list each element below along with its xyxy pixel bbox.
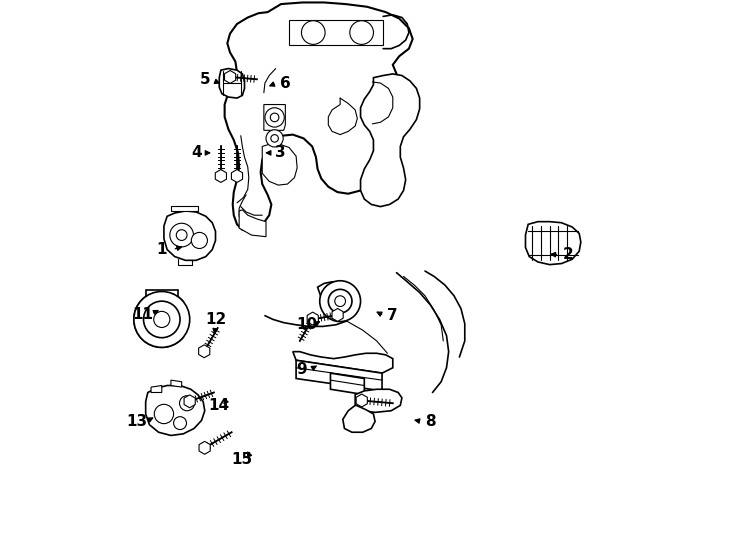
Polygon shape [526, 221, 581, 265]
Polygon shape [318, 282, 359, 318]
Text: 9: 9 [296, 362, 307, 377]
Circle shape [192, 232, 208, 248]
Circle shape [265, 108, 284, 127]
Text: 7: 7 [388, 308, 398, 323]
Polygon shape [184, 395, 195, 408]
Polygon shape [225, 71, 236, 83]
Text: 4: 4 [191, 145, 201, 160]
Polygon shape [151, 386, 161, 393]
Polygon shape [171, 380, 181, 387]
Polygon shape [343, 406, 375, 432]
Polygon shape [164, 211, 216, 260]
Circle shape [271, 134, 278, 142]
Circle shape [154, 404, 174, 424]
Circle shape [170, 223, 194, 247]
Polygon shape [264, 105, 286, 130]
Circle shape [153, 312, 170, 327]
Polygon shape [332, 308, 344, 321]
Polygon shape [356, 394, 367, 407]
Text: 13: 13 [126, 414, 148, 429]
Circle shape [320, 281, 360, 322]
Polygon shape [296, 360, 382, 391]
Circle shape [335, 296, 346, 307]
Text: 10: 10 [297, 318, 317, 332]
Circle shape [350, 21, 374, 44]
Circle shape [180, 396, 195, 411]
Polygon shape [171, 206, 197, 211]
Polygon shape [219, 69, 244, 98]
Text: 12: 12 [205, 312, 226, 327]
Polygon shape [231, 170, 242, 183]
Circle shape [174, 417, 186, 429]
Polygon shape [289, 20, 383, 45]
Polygon shape [199, 441, 210, 454]
Text: 14: 14 [208, 398, 230, 413]
Polygon shape [225, 3, 413, 231]
Text: 2: 2 [563, 247, 574, 262]
Wedge shape [134, 292, 184, 347]
Circle shape [134, 292, 189, 347]
Polygon shape [293, 352, 393, 373]
Polygon shape [151, 293, 156, 296]
Text: 15: 15 [232, 451, 253, 467]
Polygon shape [199, 345, 210, 357]
Polygon shape [215, 170, 227, 183]
Polygon shape [307, 312, 319, 325]
Polygon shape [330, 373, 364, 395]
Circle shape [270, 113, 279, 122]
Polygon shape [262, 144, 297, 185]
Circle shape [176, 230, 187, 240]
Text: 3: 3 [275, 145, 286, 160]
Polygon shape [355, 389, 402, 413]
Polygon shape [239, 210, 266, 237]
Text: 8: 8 [425, 414, 436, 429]
Circle shape [302, 21, 325, 44]
Circle shape [144, 301, 180, 338]
Circle shape [328, 289, 352, 313]
Polygon shape [167, 293, 172, 296]
Text: 11: 11 [132, 307, 153, 321]
Polygon shape [145, 291, 178, 296]
Text: 6: 6 [280, 76, 291, 91]
Polygon shape [360, 74, 420, 207]
Text: 5: 5 [200, 72, 210, 87]
Circle shape [266, 130, 283, 147]
Text: 1: 1 [156, 242, 167, 257]
Polygon shape [145, 386, 205, 435]
